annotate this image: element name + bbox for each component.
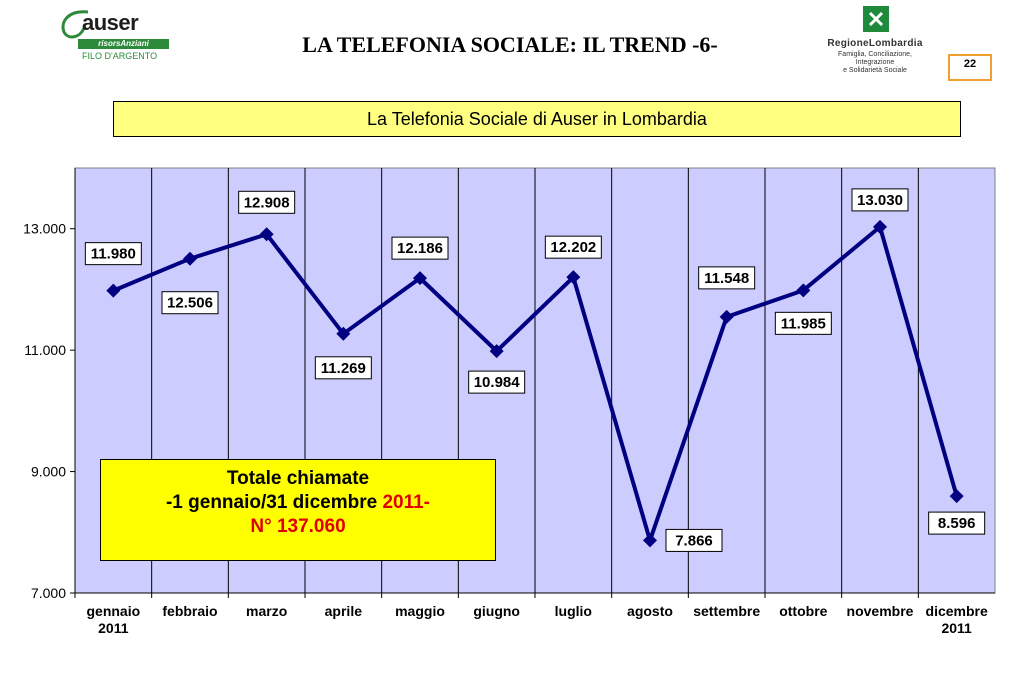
auser-name: auser (82, 10, 139, 35)
region-department: Famiglia, Conciliazione, Integrazione e … (810, 51, 940, 75)
data-label-box (84, 242, 142, 266)
data-label-box (774, 311, 832, 335)
data-label: 11.985 (781, 315, 826, 332)
region-line1: Famiglia, Conciliazione, (838, 51, 912, 58)
x-tick-label: maggio (395, 603, 445, 619)
page-title: LA TELEFONIA SOCIALE: IL TREND -6- (302, 32, 718, 57)
data-label: 11.980 (91, 246, 136, 263)
series-line (112, 224, 959, 543)
data-label-box (238, 190, 296, 214)
y-tick-label: 11.000 (24, 342, 66, 358)
data-label: 13.030 (857, 192, 903, 209)
data-label-box (314, 356, 372, 380)
page-number-box: 22 (948, 54, 992, 81)
auser-logo: auser risorsAnziani FILO D'ARGENTO (58, 8, 170, 64)
data-label: 8.596 (938, 515, 976, 532)
x-tick-label: 2011 (98, 620, 129, 636)
x-tick-label: settembre (693, 603, 760, 619)
totals-period: -1 gennaio/31 dicembre (165, 492, 383, 513)
auser-tagline: risorsAnziani (78, 39, 169, 49)
x-tick-label: luglio (555, 603, 592, 619)
region-name: RegioneLombardia (827, 38, 923, 49)
data-point (489, 344, 504, 359)
data-label: 7.866 (675, 532, 713, 549)
y-tick-label: 9.000 (31, 464, 66, 480)
data-label: 12.908 (244, 194, 290, 211)
data-label: 12.202 (550, 239, 596, 256)
totals-line1: Totale chiamate (226, 468, 370, 489)
data-label: 12.186 (397, 240, 443, 257)
data-label-box (851, 188, 909, 212)
x-tick-label: dicembre (926, 603, 988, 619)
data-point (566, 270, 581, 285)
data-label-box (468, 370, 526, 394)
data-point (796, 283, 811, 298)
region-line2: Integrazione (855, 59, 895, 66)
page-number: 22 (963, 58, 977, 70)
x-tick-label: ottobre (779, 603, 827, 619)
x-tick-label: novembre (847, 603, 914, 619)
data-point (183, 251, 197, 266)
data-point (259, 227, 274, 242)
x-tick-label: 2011 (941, 620, 972, 636)
auser-sub: FILO D'ARGENTO (82, 51, 158, 61)
region-line3: e Solidarietà Sociale (843, 67, 907, 74)
totals-box: Totale chiamate -1 gennaio/31 dicembre 2… (100, 459, 496, 561)
totals-count: N° 137.060 (250, 516, 346, 537)
data-point (719, 309, 734, 324)
totals-year: 2011- (382, 492, 430, 513)
data-point (413, 271, 427, 286)
x-tick-label: marzo (246, 603, 287, 619)
data-label: 11.269 (321, 360, 366, 377)
x-tick-label: giugno (473, 603, 520, 619)
data-label-box (161, 291, 219, 315)
data-label-box (544, 235, 602, 259)
data-label-box (698, 266, 756, 290)
totals-line2: -1 gennaio/31 dicembre 2011- (101, 491, 495, 515)
chart-subtitle: La Telefonia Sociale di Auser in Lombard… (113, 101, 961, 137)
lombardia-rose-icon (863, 6, 889, 32)
data-label: 12.506 (167, 295, 213, 312)
x-tick-label: gennaio (86, 603, 140, 619)
data-label-box (391, 236, 449, 260)
auser-swoosh-icon (61, 10, 89, 39)
data-point (336, 326, 351, 341)
data-label: 11.548 (704, 270, 749, 287)
data-point (643, 533, 657, 548)
x-tick-label: agosto (627, 603, 673, 619)
x-tick-label: aprile (325, 603, 363, 619)
regione-lombardia-logo: RegioneLombardia Famiglia, Conciliazione… (810, 6, 940, 76)
data-point (873, 219, 887, 234)
data-label: 10.984 (474, 374, 521, 391)
y-tick-label: 13.000 (23, 221, 66, 237)
data-label-box (665, 528, 723, 552)
x-tick-label: febbraio (162, 603, 217, 619)
data-point (106, 283, 121, 298)
data-label-box (928, 511, 986, 535)
data-point (949, 489, 964, 504)
y-tick-label: 7.000 (31, 585, 66, 601)
